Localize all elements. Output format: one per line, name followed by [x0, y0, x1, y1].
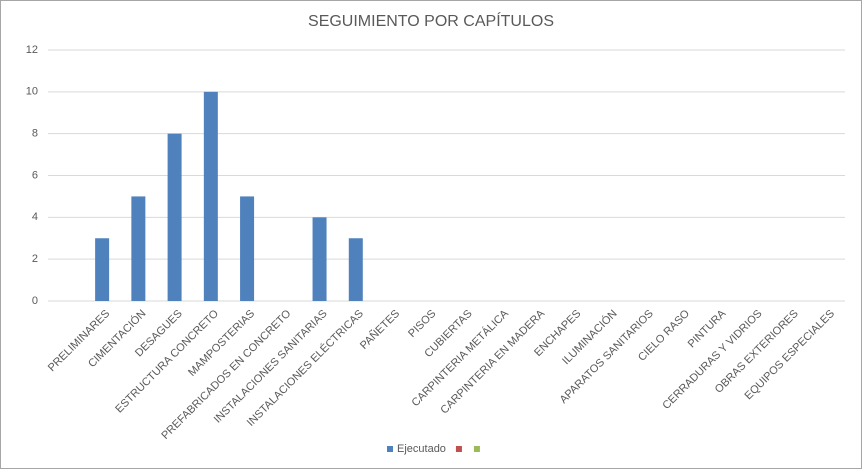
y-tick-label: 6: [32, 169, 38, 181]
legend-swatch: [455, 446, 462, 452]
y-tick-label: 0: [32, 295, 38, 307]
legend-swatch: [387, 446, 393, 452]
bar: [240, 196, 255, 301]
y-tick-label: 12: [26, 44, 38, 56]
bar: [131, 196, 146, 301]
y-tick-label: 2: [32, 253, 38, 265]
bar: [348, 238, 363, 301]
y-tick-label: 4: [32, 211, 38, 223]
bar: [312, 217, 327, 301]
legend-swatch: [473, 446, 480, 452]
chart-title: SEGUIMIENTO POR CAPÍTULOS: [308, 11, 554, 30]
y-tick-label: 8: [32, 128, 38, 140]
bar: [167, 133, 182, 301]
y-tick-label: 10: [26, 86, 38, 98]
legend-label: Ejecutado: [397, 443, 446, 455]
bar: [203, 91, 218, 301]
bar: [95, 238, 110, 301]
